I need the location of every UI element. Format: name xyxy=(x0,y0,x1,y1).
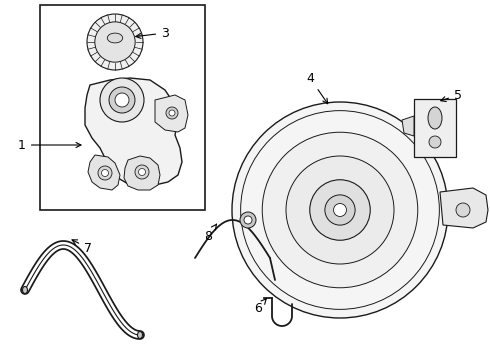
Circle shape xyxy=(109,87,135,113)
Text: 5: 5 xyxy=(441,89,462,102)
Circle shape xyxy=(100,78,144,122)
Ellipse shape xyxy=(138,332,143,338)
Polygon shape xyxy=(88,155,120,190)
Text: 8: 8 xyxy=(204,224,217,243)
Circle shape xyxy=(456,203,470,217)
Circle shape xyxy=(101,170,108,176)
Text: 3: 3 xyxy=(136,27,169,40)
Polygon shape xyxy=(85,78,182,187)
Circle shape xyxy=(235,207,261,233)
Circle shape xyxy=(169,110,175,116)
Text: 2: 2 xyxy=(254,192,266,210)
Circle shape xyxy=(244,216,252,224)
Circle shape xyxy=(95,22,135,62)
Text: 6: 6 xyxy=(254,298,267,315)
Circle shape xyxy=(98,166,112,180)
Bar xyxy=(40,5,205,210)
Circle shape xyxy=(139,168,146,176)
Circle shape xyxy=(286,156,394,264)
Circle shape xyxy=(334,203,346,216)
Ellipse shape xyxy=(23,287,27,293)
Circle shape xyxy=(232,102,448,318)
Polygon shape xyxy=(402,116,414,136)
Circle shape xyxy=(240,212,256,228)
Bar xyxy=(414,99,456,157)
Circle shape xyxy=(310,180,370,240)
Circle shape xyxy=(87,14,143,70)
Circle shape xyxy=(135,165,149,179)
Text: 7: 7 xyxy=(72,240,92,255)
Text: 4: 4 xyxy=(306,72,328,104)
Ellipse shape xyxy=(107,33,122,43)
Circle shape xyxy=(166,107,178,119)
Circle shape xyxy=(115,93,129,107)
Ellipse shape xyxy=(429,136,441,148)
Polygon shape xyxy=(124,156,160,190)
Circle shape xyxy=(241,111,440,309)
Circle shape xyxy=(262,132,418,288)
Circle shape xyxy=(325,195,355,225)
Polygon shape xyxy=(155,95,188,132)
Ellipse shape xyxy=(428,107,442,129)
Text: 1: 1 xyxy=(18,139,81,152)
Polygon shape xyxy=(440,188,488,228)
